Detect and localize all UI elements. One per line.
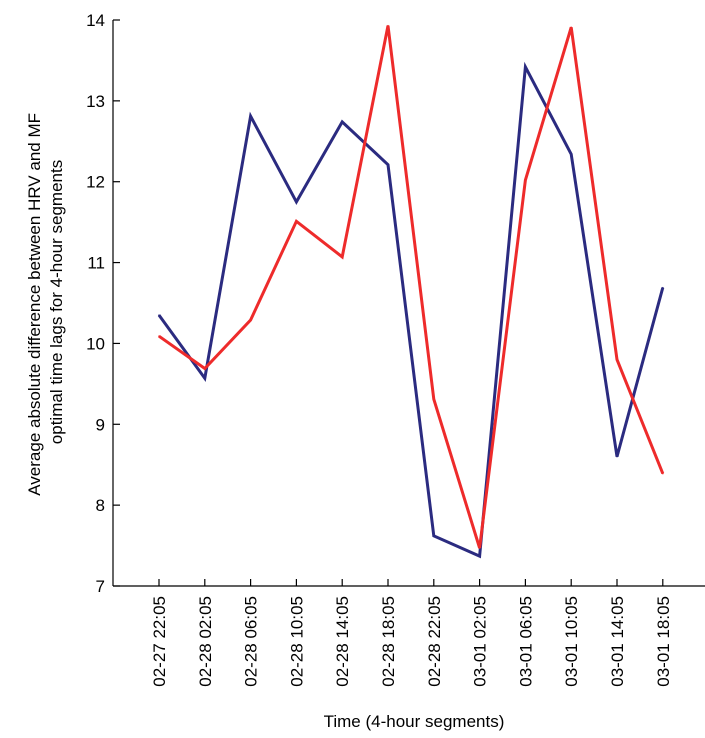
- y-ticks: 7 8 9 10 11 12 13 14: [86, 11, 120, 596]
- y-tick-label: 9: [96, 415, 105, 434]
- x-tick-label: 03-01 02:05: [471, 596, 490, 687]
- x-axis-title: Time (4-hour segments): [324, 712, 505, 731]
- series-1-point: [341, 121, 344, 123]
- x-tick-label: 02-28 22:05: [425, 596, 444, 687]
- x-tick-label: 03-01 14:05: [608, 596, 627, 687]
- x-tick-label: 02-28 10:05: [287, 596, 306, 687]
- series-1-point: [158, 314, 160, 316]
- series-1-point: [295, 201, 298, 203]
- series-1-point: [249, 115, 252, 118]
- y-tick-label: 8: [96, 496, 105, 515]
- x-tick-label: 02-28 14:05: [333, 596, 352, 687]
- series-2-point: [662, 472, 664, 475]
- series-2-point: [204, 367, 206, 370]
- series-2-point: [158, 335, 160, 337]
- series-layer: [157, 24, 665, 559]
- series-2-point: [433, 398, 435, 401]
- series-2-point: [341, 256, 344, 258]
- series-1-point: [570, 153, 572, 156]
- y-tick-label: 12: [86, 173, 105, 192]
- y-tick-label: 7: [96, 577, 105, 596]
- x-tick-label: 02-28 18:05: [379, 596, 398, 687]
- series-2-point: [295, 220, 298, 223]
- y-tick-label: 10: [86, 334, 105, 353]
- y-tick-label: 13: [86, 92, 105, 111]
- x-ticks: 02-27 22:05 02-28 02:05 02-28 06:05 02-28 1…: [150, 579, 673, 687]
- series-2-point: [570, 26, 572, 29]
- y-tick-label: 11: [87, 254, 105, 273]
- x-tick-label: 03-01 18:05: [654, 596, 673, 687]
- series-2-point: [478, 547, 481, 549]
- x-tick-label: 02-28 06:05: [242, 596, 261, 687]
- series-1-point: [387, 163, 389, 166]
- axes: [112, 20, 705, 587]
- series-1-point: [524, 66, 527, 68]
- series-2-point: [387, 24, 389, 27]
- x-tick-label: 02-27 22:05: [150, 596, 169, 687]
- series-1-point: [433, 535, 435, 537]
- series-1-point: [478, 555, 481, 557]
- y-axis-title: Average absolute difference between HRV …: [25, 108, 66, 495]
- y-axis-title-line-1: Average absolute difference between HRV …: [25, 113, 44, 496]
- series-2-point: [249, 319, 252, 321]
- series-2-point: [524, 179, 527, 181]
- x-tick-label: 03-01 06:05: [516, 596, 535, 687]
- series-1-point: [204, 377, 206, 379]
- y-tick-label: 14: [86, 11, 105, 30]
- series-1-point: [662, 286, 664, 289]
- x-tick-label: 02-28 02:05: [196, 596, 215, 687]
- y-axis-title-line-2: optimal time lags for 4-hour segments: [47, 160, 66, 444]
- series-line-1: [157, 61, 665, 559]
- series-2-point: [616, 358, 618, 361]
- series-line-2: [158, 25, 665, 549]
- series-1-point: [616, 455, 618, 458]
- x-tick-label: 03-01 10:05: [562, 596, 581, 687]
